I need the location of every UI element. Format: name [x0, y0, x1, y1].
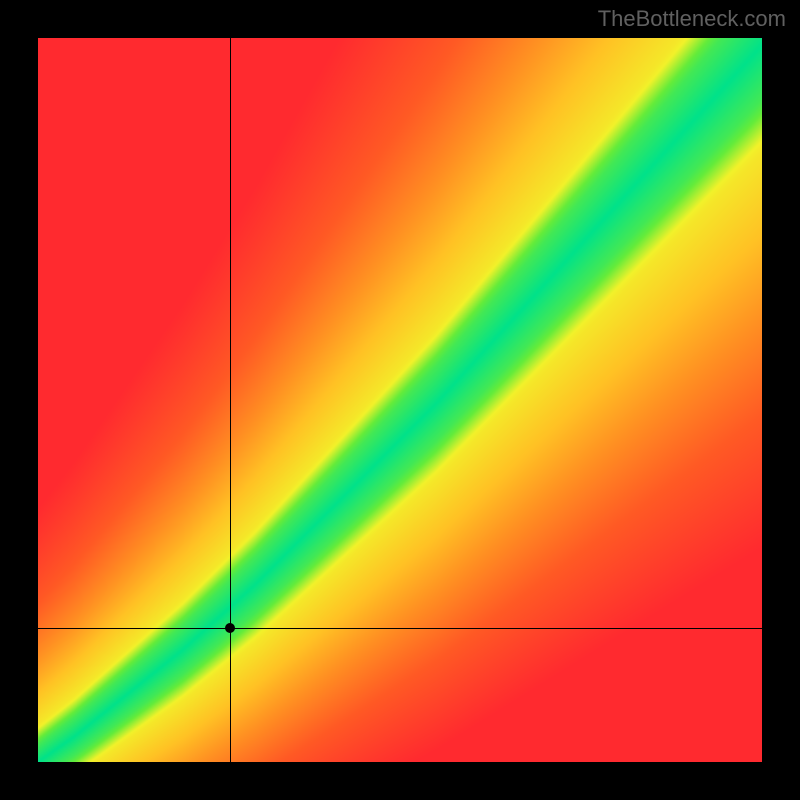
crosshair-horizontal [38, 628, 762, 629]
marker-dot [225, 623, 235, 633]
crosshair-vertical [230, 38, 231, 762]
chart-container: TheBottleneck.com [0, 0, 800, 800]
watermark-text: TheBottleneck.com [598, 6, 786, 32]
heatmap-canvas [38, 38, 762, 762]
heatmap-plot-area [38, 38, 762, 762]
